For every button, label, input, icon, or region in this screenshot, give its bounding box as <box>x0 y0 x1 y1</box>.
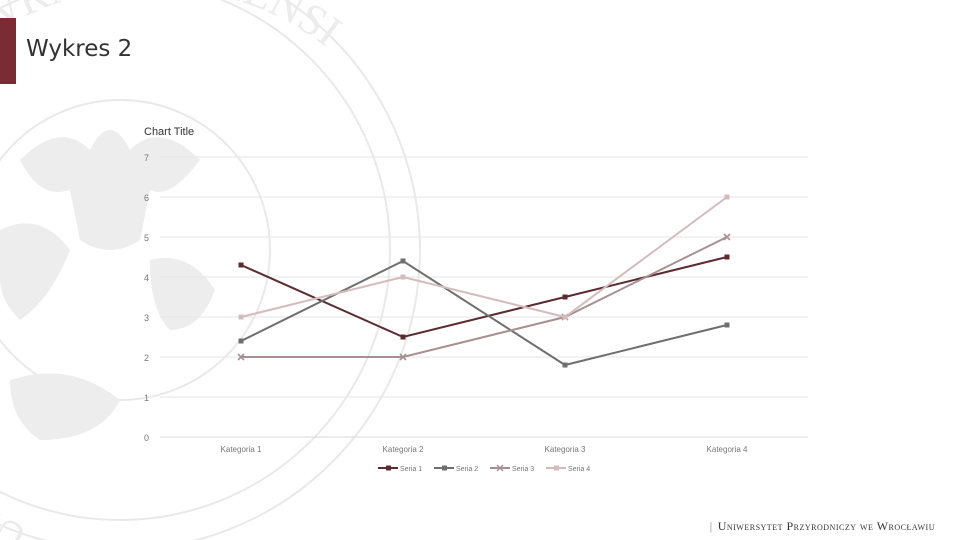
legend-label: Seria 4 <box>568 466 590 473</box>
data-point-marker <box>723 233 731 241</box>
y-tick-label: 7 <box>144 153 149 163</box>
data-point-marker <box>400 274 406 280</box>
data-point-marker <box>399 353 407 361</box>
data-point-marker <box>724 322 730 328</box>
legend-label: Seria 2 <box>456 466 478 473</box>
title-accent-bar <box>0 18 16 84</box>
legend-entry: Seria 2 <box>434 465 478 473</box>
legend: Seria 1 Seria 2 Seria 3 Seria 4 <box>378 464 590 473</box>
data-point-marker <box>562 362 568 368</box>
data-point-marker <box>724 194 730 200</box>
chart-title: Chart Title <box>144 126 194 138</box>
x-axis-tick-labels: Kategoria 1 Kategoria 2 Kategoria 3 Kategor… <box>221 445 748 454</box>
series-line <box>240 196 728 319</box>
slide-title: Wykres 2 <box>26 36 133 62</box>
y-tick-label: 1 <box>144 393 149 403</box>
y-tick-label: 5 <box>144 233 149 243</box>
series-seria-2 <box>238 258 730 368</box>
data-point-marker <box>237 353 245 361</box>
data-point-marker <box>238 338 244 344</box>
legend-label: Seria 1 <box>400 466 422 473</box>
data-point-marker <box>562 314 568 320</box>
series-line <box>241 236 728 358</box>
legend-entry: Seria 3 <box>490 464 534 473</box>
x-tick-label: Kategoria 2 <box>383 445 424 454</box>
data-point-marker <box>238 314 244 320</box>
y-tick-label: 2 <box>144 353 149 363</box>
y-tick-label: 4 <box>144 273 149 283</box>
y-tick-label: 6 <box>144 193 149 203</box>
x-tick-label: Kategoria 4 <box>707 445 748 454</box>
data-point-marker <box>238 262 244 268</box>
legend-entry: Seria 4 <box>546 465 590 473</box>
y-tick-label: 3 <box>144 313 149 323</box>
x-tick-label: Kategoria 1 <box>221 445 262 454</box>
y-tick-label: 0 <box>144 433 149 443</box>
data-point-marker <box>400 258 406 264</box>
series-lines <box>237 194 731 368</box>
x-tick-label: Kategoria 3 <box>545 445 586 454</box>
series-seria-4 <box>238 194 730 320</box>
series-line <box>240 259 728 367</box>
footer-university-name: | Uniwersytet Przyrodniczy we Wrocławiu <box>709 519 935 533</box>
data-point-marker <box>400 334 406 340</box>
data-point-marker <box>724 254 730 260</box>
legend-entry: Seria 1 <box>378 465 422 473</box>
y-axis-tick-labels: 0 1 2 3 4 5 6 7 <box>144 153 149 443</box>
legend-label: Seria 3 <box>512 466 534 473</box>
data-point-marker <box>562 294 568 300</box>
